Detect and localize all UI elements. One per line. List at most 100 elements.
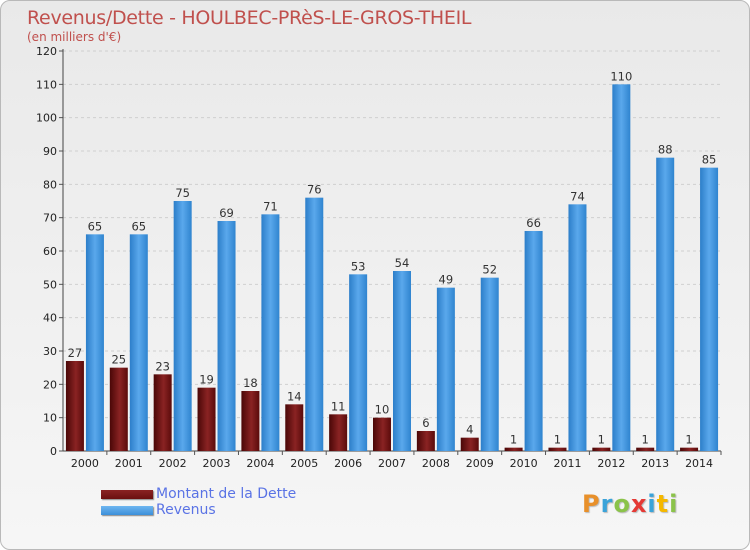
x-tick-label-2005: 2005 [290, 457, 318, 470]
legend-label-dette: Montant de la Dette [156, 486, 297, 502]
bar-revenus-2005 [305, 197, 324, 451]
x-tick-label-2013: 2013 [641, 457, 669, 470]
chart-subtitle: (en milliers d'€) [27, 30, 122, 44]
bar-revenus-2003 [217, 221, 236, 451]
bar-revenus-2008 [436, 287, 455, 451]
value-label-revenus-2011: 74 [570, 189, 585, 203]
value-label-revenus-2000: 65 [88, 219, 103, 233]
y-tick-label: 10 [43, 412, 57, 425]
value-label-dette-2005: 14 [287, 389, 302, 403]
bar-revenus-2013 [656, 157, 675, 451]
x-tick-label-2004: 2004 [246, 457, 274, 470]
bar-revenus-2007 [393, 271, 411, 451]
bar-revenus-2002 [173, 201, 192, 451]
value-label-dette-2004: 18 [243, 376, 258, 390]
legend-swatch-dette [101, 490, 153, 499]
grid-layer [63, 50, 721, 419]
x-tick-label-2010: 2010 [510, 457, 538, 470]
bar-revenus-2011 [568, 204, 587, 451]
logo-letter: o [613, 490, 631, 518]
value-label-revenus-2012: 110 [610, 69, 632, 83]
y-tick-label: 0 [50, 445, 57, 458]
x-tick-label-2009: 2009 [466, 457, 494, 470]
value-label-dette-2000: 27 [68, 346, 83, 360]
value-label-revenus-2005: 76 [307, 183, 322, 197]
value-label-dette-2007: 10 [375, 403, 390, 417]
bar-dette-2002 [153, 374, 172, 451]
y-tick-label: 110 [36, 78, 57, 91]
y-tick-label: 80 [43, 178, 57, 191]
value-label-dette-2009: 4 [466, 423, 473, 437]
x-tick-label-2007: 2007 [378, 457, 406, 470]
logo-letter: i [647, 490, 657, 518]
x-tick-label-2011: 2011 [553, 457, 581, 470]
value-label-revenus-2001: 65 [131, 219, 146, 233]
x-tick-label-2012: 2012 [597, 457, 625, 470]
bar-dette-2003 [197, 387, 216, 451]
bar-dette-2012 [592, 447, 611, 451]
y-tick-label: 100 [36, 112, 57, 125]
value-label-dette-2010: 1 [510, 433, 517, 447]
bar-dette-2013 [636, 447, 655, 451]
y-tick-label: 40 [43, 312, 57, 325]
bar-dette-2006 [329, 414, 348, 451]
bar-revenus-2009 [480, 277, 499, 451]
bar-dette-2014 [680, 447, 699, 451]
logo-letter: t [656, 490, 670, 518]
value-label-revenus-2014: 85 [702, 153, 717, 167]
value-label-dette-2014: 1 [685, 433, 692, 447]
bar-revenus-2001 [129, 234, 148, 451]
x-tick-label-2002: 2002 [159, 457, 187, 470]
x-tick-label-2014: 2014 [685, 457, 713, 470]
value-label-revenus-2007: 54 [395, 256, 410, 270]
bar-revenus-2004 [261, 214, 280, 451]
bar-revenus-2012 [612, 84, 631, 451]
value-label-dette-2013: 1 [642, 433, 649, 447]
bar-dette-2004 [241, 391, 260, 451]
bar-dette-2000 [65, 361, 84, 451]
value-label-dette-2002: 23 [155, 359, 170, 373]
label-layer: 2765256523751969187114761153105464945216… [68, 69, 717, 446]
chart-title: Revenus/Dette - HOULBEC-PRèS-LE-GROS-THE… [27, 7, 472, 29]
bar-dette-2011 [548, 447, 567, 451]
bar-revenus-2014 [700, 167, 719, 451]
bar-dette-2001 [109, 367, 128, 451]
x-tick-label-2008: 2008 [422, 457, 450, 470]
value-label-revenus-2002: 75 [175, 186, 190, 200]
value-label-dette-2003: 19 [199, 373, 214, 387]
bar-dette-2010 [504, 447, 523, 451]
bar-dette-2009 [460, 437, 479, 451]
bar-revenus-2006 [349, 274, 368, 451]
value-label-dette-2012: 1 [598, 433, 605, 447]
legend-label-revenus: Revenus [156, 502, 216, 518]
proxiti-logo: Proxiti [582, 490, 678, 518]
value-label-revenus-2006: 53 [351, 259, 366, 273]
bar-revenus-2010 [524, 231, 543, 451]
y-tick-label: 120 [36, 45, 57, 58]
bar-layer [65, 84, 719, 451]
x-tick-label-2001: 2001 [115, 457, 143, 470]
logo-letter: P [582, 490, 601, 518]
x-tick-label-2006: 2006 [334, 457, 362, 470]
value-label-revenus-2010: 66 [526, 216, 541, 230]
value-label-revenus-2013: 88 [658, 143, 673, 157]
bar-revenus-2000 [85, 234, 104, 451]
logo-letter: x [630, 490, 648, 518]
y-tick-label: 20 [43, 378, 57, 391]
bar-dette-2008 [416, 431, 435, 451]
value-label-dette-2001: 25 [111, 353, 126, 367]
value-label-revenus-2008: 49 [439, 273, 454, 287]
x-tick-label-2000: 2000 [71, 457, 99, 470]
logo-letter: r [600, 490, 614, 518]
value-label-revenus-2003: 69 [219, 206, 234, 220]
value-label-revenus-2004: 71 [263, 199, 278, 213]
value-label-dette-2006: 11 [331, 399, 346, 413]
y-tick-label: 70 [43, 212, 57, 225]
x-tick-label-2003: 2003 [203, 457, 231, 470]
y-tick-label: 60 [43, 245, 57, 258]
legend-swatch-revenus [101, 506, 153, 515]
value-label-dette-2008: 6 [422, 416, 429, 430]
